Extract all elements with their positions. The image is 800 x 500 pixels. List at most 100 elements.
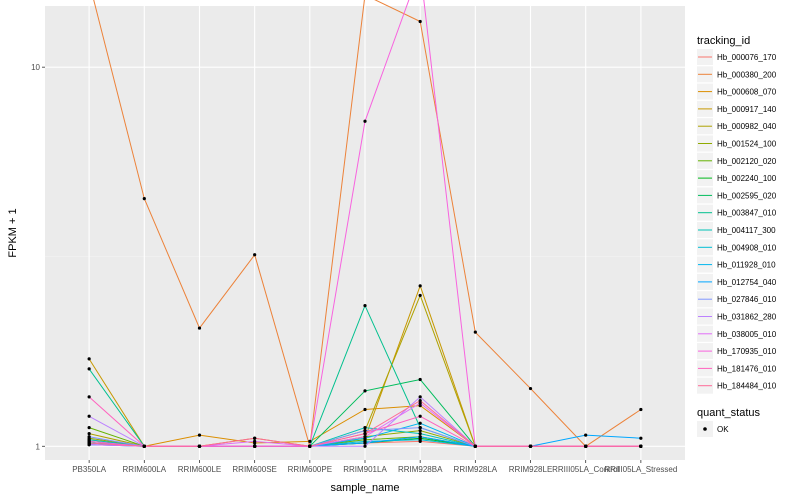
- data-point: [87, 432, 91, 436]
- y-tick-label: 10: [31, 63, 40, 72]
- data-point: [363, 441, 367, 445]
- data-point: [308, 444, 312, 448]
- x-tick-label: RRIM600LA: [123, 465, 167, 474]
- data-point: [363, 435, 367, 439]
- legend-tracking-id: tracking_id Hb_000076_170 Hb_000380_200 Hb…: [697, 35, 777, 394]
- legend-item-label: Hb_184484_010: [717, 382, 777, 391]
- data-point: [363, 119, 367, 123]
- data-point: [363, 426, 367, 430]
- data-point: [418, 293, 422, 298]
- data-point: [418, 404, 422, 408]
- data-point: [363, 304, 367, 308]
- data-point: [418, 395, 422, 399]
- data-point: [197, 444, 202, 448]
- x-tick-label: RRIII05LA_Control: [552, 465, 619, 474]
- legend-item-label: Hb_027846_010: [717, 295, 777, 304]
- legend-item-label: Hb_000076_170: [717, 53, 777, 62]
- legend2-title: quant_status: [697, 407, 760, 419]
- legend-item-label: Hb_000917_140: [717, 105, 777, 114]
- data-point: [363, 407, 367, 412]
- data-point: [253, 253, 257, 257]
- data-point: [363, 432, 367, 436]
- data-point: [87, 414, 91, 418]
- legend-item-label: Hb_000380_200: [717, 70, 777, 79]
- data-point: [197, 433, 202, 437]
- legend-item-label: Hb_170935_010: [717, 347, 777, 356]
- x-axis-title: sample_name: [330, 482, 399, 494]
- x-tick-label: RRIM600PE: [288, 465, 332, 474]
- series-line-hb-000380-200: [93, 0, 642, 447]
- legend-item-label: Hb_002595_020: [717, 191, 777, 200]
- legend-item-label: Hb_002120_020: [717, 157, 777, 166]
- data-point: [87, 395, 91, 399]
- data-point: [584, 444, 588, 448]
- legend-item-label: Hb_003847_010: [717, 209, 777, 218]
- data-point: [639, 436, 643, 440]
- legend-item-label: Hb_038005_010: [717, 330, 777, 339]
- legend-item-label: Hb_011928_010: [717, 261, 776, 270]
- x-tick-label: RRIM600LE: [178, 465, 222, 474]
- x-tick-label: RRIM928LA: [454, 465, 498, 474]
- data-point: [473, 330, 477, 334]
- data-point: [253, 444, 257, 448]
- data-point: [639, 444, 643, 448]
- data-point: [253, 439, 257, 444]
- data-point: [253, 436, 257, 440]
- legend-item-label: Hb_004908_010: [717, 243, 777, 252]
- data-point: [418, 401, 422, 405]
- x-tick-label: PB350LA: [72, 465, 106, 474]
- major-gridlines: [45, 6, 685, 460]
- data-point: [418, 435, 422, 439]
- legend2-item-label: OK: [717, 425, 729, 434]
- legend-item-label: Hb_000608_070: [717, 88, 777, 97]
- legend-item-label: Hb_000982_040: [717, 122, 777, 131]
- data-point: [363, 389, 367, 393]
- x-tick-label: RRIM600SE: [232, 465, 276, 474]
- legend-quant-status: quant_status OK: [697, 407, 760, 437]
- data-point: [418, 428, 422, 433]
- data-point: [142, 197, 146, 201]
- legend-title: tracking_id: [697, 35, 750, 47]
- data-point: [142, 444, 146, 448]
- data-point: [473, 444, 477, 448]
- data-point: [87, 357, 91, 361]
- x-axis: PB350LA RRIM600LA RRIM600LE RRIM600SE RRIM60…: [72, 460, 677, 474]
- data-point: [528, 444, 533, 448]
- x-tick-label: RRIII05LA_Stressed: [604, 465, 677, 474]
- y-axis: 1 10: [31, 63, 45, 451]
- data-point: [308, 439, 312, 444]
- data-point: [418, 438, 422, 442]
- data-point: [639, 407, 643, 412]
- y-axis-title: FPKM + 1: [7, 208, 19, 257]
- legend2-swatch: [703, 427, 707, 431]
- data-point: [418, 414, 422, 418]
- data-point: [418, 284, 422, 288]
- data-point: [528, 386, 533, 391]
- data-point: [197, 326, 202, 330]
- data-points: [87, 19, 643, 448]
- data-point: [363, 428, 367, 433]
- data-point: [87, 426, 91, 430]
- data-point: [87, 435, 91, 439]
- x-tick-label: RRIM901LA: [343, 465, 387, 474]
- data-point: [418, 19, 422, 24]
- data-point: [418, 432, 422, 436]
- y-tick-label: 1: [36, 442, 41, 451]
- legend-item-label: Hb_012754_040: [717, 278, 777, 287]
- legend-item-label: Hb_002240_100: [717, 174, 777, 183]
- legend-item-label: Hb_004117_300: [717, 226, 776, 235]
- x-tick-label: RRIM928LE: [509, 465, 553, 474]
- legend-item-label: Hb_001524_100: [717, 140, 777, 149]
- legend-item-label: Hb_181476_010: [717, 364, 777, 373]
- data-point: [363, 444, 367, 448]
- x-tick-label: RRIM928BA: [398, 465, 443, 474]
- data-point: [418, 426, 422, 430]
- data-point: [87, 367, 91, 371]
- data-point: [418, 377, 422, 382]
- data-point: [418, 421, 422, 425]
- legend-item-label: Hb_031862_280: [717, 313, 777, 322]
- data-point: [584, 433, 588, 437]
- data-point: [418, 398, 422, 403]
- data-point: [87, 441, 91, 445]
